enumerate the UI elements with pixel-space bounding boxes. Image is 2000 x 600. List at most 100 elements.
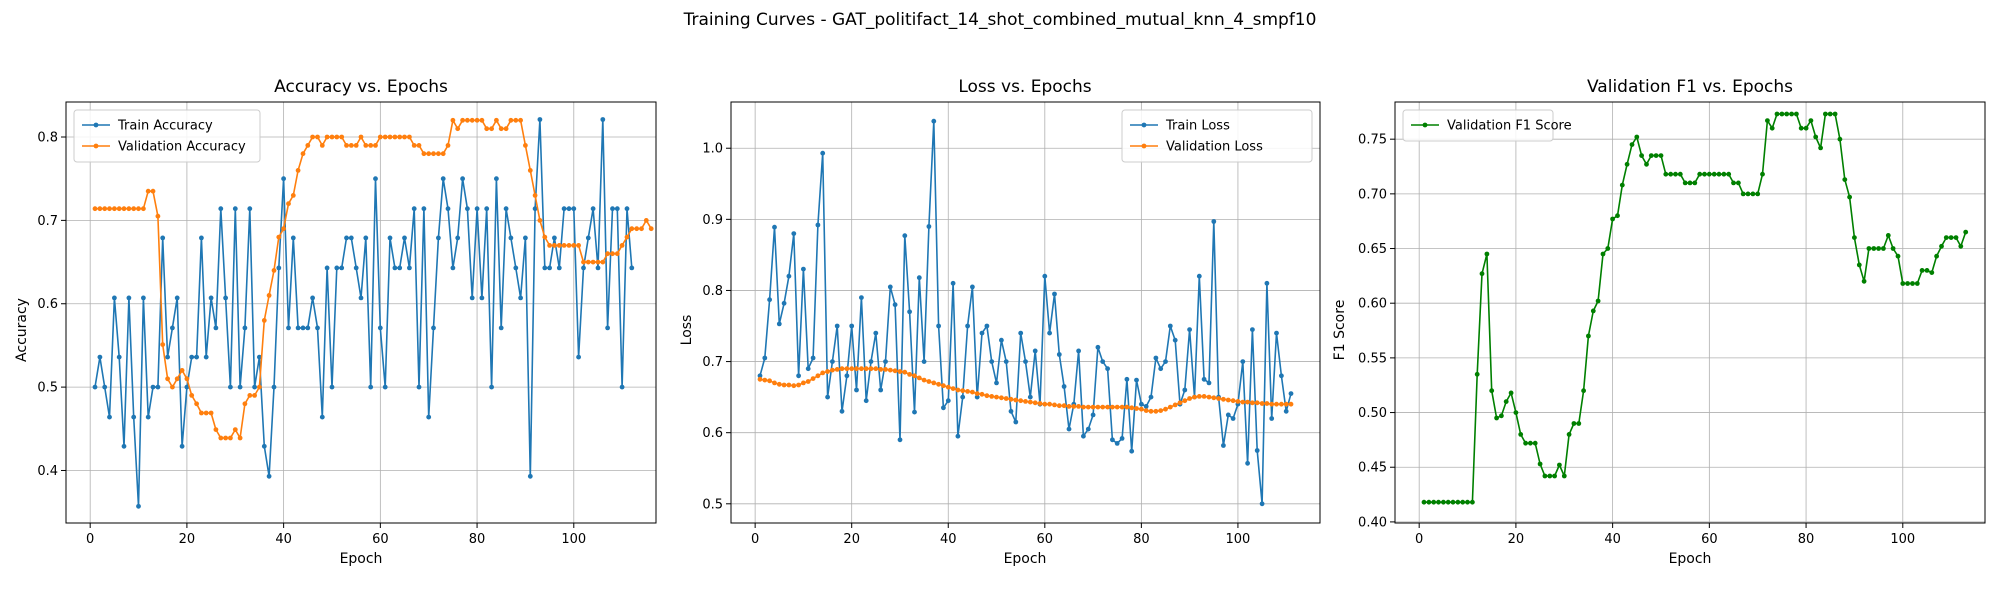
accuracy-data-point [339,265,345,271]
accuracy-data-point [639,226,644,232]
loss-data-point [1177,400,1183,406]
loss-data-point [1023,399,1028,404]
loss-y-tick-label: 0.8 [702,284,723,299]
f1-data-point [1639,153,1644,159]
f1-data-point [1808,118,1814,123]
loss-data-point [1148,394,1154,400]
f1-data-point [1523,440,1528,446]
loss-data-point [892,368,898,374]
loss-data-point [786,273,792,279]
loss-data-point [1061,384,1067,389]
accuracy-data-point [518,117,523,123]
f1-data-point [1837,136,1843,142]
loss-legend-box [1121,109,1313,163]
loss-data-point [1076,404,1081,409]
loss-data-point [1047,330,1052,336]
f1-data-point [1494,415,1499,421]
f1-data-point [1789,111,1794,117]
accuracy-data-point [595,259,601,265]
loss-data-point [984,393,990,399]
loss-data-point [1254,448,1260,453]
accuracy-data-point [523,143,528,148]
accuracy-x-tick-label: 100 [561,532,586,547]
accuracy-y-tick-label: 0.7 [37,214,58,229]
accuracy-data-point [174,376,180,382]
f1-data-point [1615,213,1620,219]
f1-data-point [1503,399,1509,404]
f1-data-point [1760,171,1765,177]
f1-data-point [1856,262,1862,268]
loss-data-point [926,379,932,384]
loss-data-point [1240,359,1246,364]
loss-y-tick-label: 0.7 [702,355,723,370]
f1-legend-entry: Validation F1 Score [1447,119,1572,134]
f1-data-point [1663,171,1669,177]
loss-data-point [1245,399,1250,405]
accuracy-data-point [290,193,296,198]
accuracy-data-point [610,251,615,257]
f1-legend-box [1402,109,1554,142]
accuracy-legend-entry: Train Accuracy [117,119,213,134]
accuracy-data-point [257,354,262,360]
f1-data-point [1876,246,1881,251]
accuracy-data-point [276,265,282,271]
accuracy-data-point [600,117,606,122]
accuracy-data-point [581,259,586,265]
accuracy-data-point [286,201,291,207]
accuracy-data-point [368,384,374,390]
accuracy-data-point [348,143,354,148]
f1-data-point [1668,171,1674,177]
loss-data-point [1003,396,1009,401]
accuracy-data-point [276,234,282,240]
loss-data-point [873,330,879,336]
f1-data-point [1682,180,1688,186]
accuracy-data-point [184,376,190,382]
accuracy-data-point [513,117,519,123]
accuracy-data-point [310,134,315,140]
accuracy-data-point [377,325,383,331]
f1-data-point [1711,171,1717,177]
accuracy-data-point [527,473,533,479]
loss-data-point [907,372,912,377]
loss-data-point [1206,380,1212,386]
loss-data-point [1230,398,1236,404]
loss-data-point [1100,359,1106,364]
accuracy-data-point [407,134,412,140]
loss-data-point [854,387,859,393]
accuracy-data-point [431,325,436,331]
loss-data-point [1013,419,1019,425]
accuracy-y-tick-label: 0.6 [37,297,58,312]
accuracy-data-point [242,325,248,331]
loss-data-point [921,359,927,364]
accuracy-data-point [537,117,543,122]
accuracy-data-point [363,235,369,241]
loss-data-point [1163,406,1168,412]
f1-data-point [1943,235,1949,241]
loss-data-point [844,373,850,379]
accuracy-data-point [624,234,630,240]
f1-data-point [1794,111,1799,117]
accuracy-data-point [247,206,253,212]
accuracy-data-point [450,265,456,271]
loss-data-point [1250,400,1255,406]
accuracy-data-point [237,384,243,390]
accuracy-data-point [460,176,465,182]
accuracy-data-point [363,143,369,148]
accuracy-data-point [576,354,581,360]
loss-data-point [1134,377,1139,383]
accuracy-data-point [484,126,490,132]
loss-data-point [1032,400,1038,406]
loss-data-point [984,323,990,329]
loss-data-point [786,382,792,388]
accuracy-data-point [484,206,490,212]
accuracy-data-point [334,265,340,271]
loss-series-0 [757,118,1294,507]
f1-data-point [1576,421,1582,426]
loss-data-point [936,323,941,329]
accuracy-data-point [145,414,151,420]
accuracy-data-point [436,235,441,241]
accuracy-data-point [411,143,417,148]
figure-suptitle: Training Curves - GAT_politifact_14_shot… [683,10,1317,30]
accuracy-data-point [213,427,219,432]
loss-data-point [1153,355,1159,361]
